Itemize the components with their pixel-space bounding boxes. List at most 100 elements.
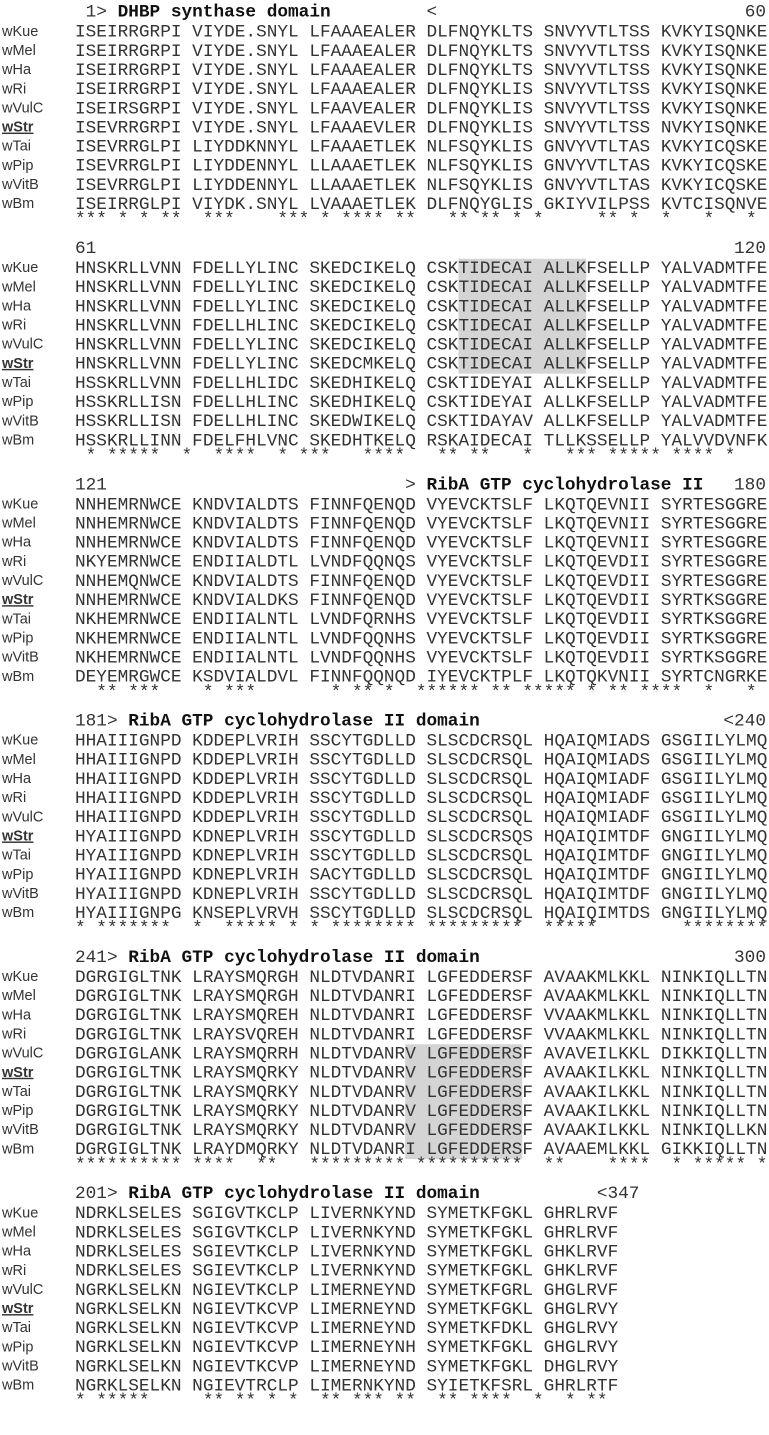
sequence: HYAIIIGNPD KDNEPLVRIH SSCYTGDLLD SLSCDCR… (75, 885, 767, 905)
strain-name: wKue (1, 24, 38, 40)
block-start: 241> (75, 948, 118, 968)
strain-name: wPip (1, 394, 33, 410)
strain-name: wPip (1, 630, 33, 646)
highlight-region (405, 1044, 523, 1160)
sequence: NDRKLSELES SGIEVTKCLP LIVERNKYND SYMETKF… (75, 1242, 618, 1262)
strain-name: wBm (1, 905, 34, 921)
sequence: NGRKLSELKN NGIEVTRCLP LIMERNKYND SYIETKF… (75, 1377, 618, 1397)
strain-name: wHa (1, 771, 32, 787)
strain-name: wStr (1, 1301, 34, 1317)
domain-label: RibA GTP cyclohydrolase II domain (128, 712, 480, 732)
strain-name: wBm (1, 1141, 34, 1157)
sequence: ISEIRRGRPI VIYDE.SNYL LFAAAEALER DLFNQYK… (75, 80, 767, 100)
sequence: DGRGIGLTNK LRAYSMQRGH NLDTVDANRI LGFEDDE… (75, 968, 767, 988)
strain-name: wStr (1, 120, 34, 136)
sequence: DGRGIGLTNK LRAYSMQRKY NLDTVDANRV LGFEDDE… (75, 1102, 767, 1122)
strain-name: wVulC (1, 573, 43, 589)
strain-name: wMel (1, 279, 36, 295)
sequence: NGRKLSELKN NGIEVTKCVP LIMERNEYND SYMETKF… (75, 1319, 619, 1339)
block-end: 180 (734, 475, 766, 495)
strain-name: wVitB (1, 886, 39, 902)
strain-name: wHa (1, 1007, 32, 1023)
strain-name: wPip (1, 158, 33, 174)
sequence: NGRKLSELKN NGIEVTKCVP LIMERNEYND SYMETKF… (75, 1300, 619, 1320)
strain-name: wMel (1, 1224, 36, 1240)
sequence: ISEIRSGRPI VIYDE.SNYL LFAAVEALER DLFNQYK… (75, 99, 767, 119)
domain-label: RibA GTP cyclohydrolase II domain (128, 1184, 480, 1204)
strain-name: wStr (1, 592, 34, 608)
sequence: ISEIRRGLPI VIYDK.SNYL LVAAAETLEK DLFNQYG… (75, 195, 767, 215)
sequence: ISEIRRGRPI VIYDE.SNYL LFAAAEALER DLFNQYK… (75, 23, 767, 43)
sequence: HHAIIIGNPD KDDEPLVRIH SSCYTGDLLD SLSCDCR… (75, 732, 767, 752)
strain-name: wPip (1, 1103, 33, 1119)
sequence: NNHEMRNWCE KNDVIALDTS FINNFQENQD VYEVCKT… (75, 495, 767, 515)
block-end: 300 (734, 948, 766, 968)
sequence: ISEIRRGRPI VIYDE.SNYL LFAAAEALER DLFNQYK… (75, 61, 767, 81)
sequence: DGRGIGLTNK LRAYSMQRKY NLDTVDANRV LGFEDDE… (75, 1083, 767, 1103)
sequence: NNHEMRNWCE KNDVIALDKS FINNFQENQD VYEVCKT… (75, 591, 767, 611)
conservation: * ***** * **** * *** **** ** ** * *** **… (75, 446, 735, 466)
strain-name: wMel (1, 43, 36, 59)
strain-name: wRi (1, 1263, 26, 1279)
strain-name: wBm (1, 432, 34, 448)
sequence: ISEIRRGRPI VIYDE.SNYL LFAAAEALER DLFNQYK… (75, 42, 767, 62)
strain-name: wVulC (1, 809, 43, 825)
sequence: HYAIIIGNPG KNSEPLVRVH SSCYTGDLLD SLSCDCR… (75, 904, 767, 924)
conservation: ** *** * *** * ** * ****** ** ***** * **… (75, 683, 757, 703)
strain-name: wVulC (1, 1282, 43, 1298)
strain-name: wTai (1, 139, 31, 155)
sequence: ISEVRRGRPI VIYDE.SNYL LFAAAEVLER DLFNQYK… (75, 118, 767, 138)
strain-name: wHa (1, 535, 32, 551)
strain-name: wMel (1, 752, 36, 768)
block-end: 60 (745, 3, 766, 23)
sequence: DGRGIGLTNK LRAYSMQRGH NLDTVDANRI LGFEDDE… (75, 987, 767, 1007)
sequence: HNSKRLLVNN FDELLYLINC SKEDCIKELQ CSKTIDE… (75, 336, 767, 356)
block-end: 120 (734, 239, 766, 259)
block-start: 1> (86, 3, 107, 23)
sequence: NKYEMRNWCE ENDIIALDTL LVNDFQQNQS VYEVCKT… (75, 553, 767, 573)
domain-label: DHBP synthase domain (118, 3, 331, 23)
sequence: HNSKRLLVNN FDELLYLINC SKEDCIKELQ CSKTIDE… (75, 297, 767, 317)
domain-label: RibA GTP cyclohydrolase II (426, 475, 703, 495)
strain-name: wHa (1, 62, 32, 78)
strain-name: wVitB (1, 1359, 39, 1375)
strain-name: wVulC (1, 337, 43, 353)
block-start: 181> (75, 712, 118, 732)
strain-name: wVitB (1, 177, 39, 193)
sequence: HHAIIIGNPD KDDEPLVRIH SSCYTGDLLD SLSCDCR… (75, 808, 767, 828)
sequence: NNHEMQNWCE KNDVIALDTS FINNFQENQD VYEVCKT… (75, 572, 767, 592)
sequence: HSSKRLLISN FDELLHLINC SKEDHIKELQ CSKTIDE… (75, 393, 767, 413)
sequence: HHAIIIGNPD KDDEPLVRIH SSCYTGDLLD SLSCDCR… (75, 751, 767, 771)
strain-name: wVulC (1, 1046, 43, 1062)
sequence: HNSKRLLVNN FDELLYLINC SKEDCIKELQ CSKTIDE… (75, 259, 767, 279)
strain-name: wTai (1, 611, 31, 627)
sequence: DGRGIGLTNK LRAYSMQRKY NLDTVDANRV LGFEDDE… (75, 1064, 767, 1084)
sequence: ISEVRRGLPI LIYDDENNYL LLAAAETLEK NLFSQYK… (75, 176, 767, 196)
strain-name: wTai (1, 848, 31, 864)
block-start: 121 (75, 475, 107, 495)
highlight-region (458, 258, 587, 374)
sequence: ISEVRRGLPI LIYDDENNYL LLAAAETLEK NLFSQYK… (75, 157, 767, 177)
sequence: HSSKRLLINN FDELFHLVNC SKEDHTKELQ RSKAIDE… (75, 431, 768, 451)
strain-name: wPip (1, 1339, 33, 1355)
sequence: DEYEMRGWCE KSDVIALDVL FINNFQQNQD IYEVCKT… (75, 668, 767, 688)
sequence: DGRGIGLTNK LRAYSMQRKY NLDTVDANRV LGFEDDE… (75, 1121, 767, 1141)
sequence: HSSKRLLVNN FDELLHLIDC SKEDHIKELQ CSKTIDE… (75, 374, 767, 394)
conservation: * ***** ** ** * * ** *** ** ** **** * * … (75, 1392, 608, 1412)
sequence: NKHEMRNWCE ENDIIALNTL LVNDFQQNHS VYEVCKT… (75, 629, 767, 649)
strain-name: wBm (1, 1378, 34, 1394)
strain-name: wVitB (1, 1122, 39, 1138)
domain-marker: > (405, 475, 416, 495)
strain-name: wRi (1, 1026, 26, 1042)
sequence: NGRKLSELKN NGIEVTKCVP LIMERNEYNH SYMETKF… (75, 1338, 619, 1358)
sequence: NGRKLSELKN NGIEVTKCVP LIMERNEYND SYMETKF… (75, 1357, 619, 1377)
sequence: HHAIIIGNPD KDDEPLVRIH SSCYTGDLLD SLSCDCR… (75, 789, 767, 809)
strain-name: wStr (1, 828, 34, 844)
strain-name: wHa (1, 298, 32, 314)
sequence: DGRGIGLTNK LRAYSVQREH NLDTVDANRI LGFEDDE… (75, 1025, 767, 1045)
sequence: HSSKRLLISN FDELLHLINC SKEDWIKELQ CSKTIDA… (75, 412, 767, 432)
sequence: HYAIIIGNPD KDNEPLVRIH SACYTGDLLD SLSCDCR… (75, 866, 767, 886)
block-end: <347 (597, 1184, 640, 1204)
conservation: *** * * ** *** *** * **** ** ** ** * * *… (75, 210, 769, 230)
